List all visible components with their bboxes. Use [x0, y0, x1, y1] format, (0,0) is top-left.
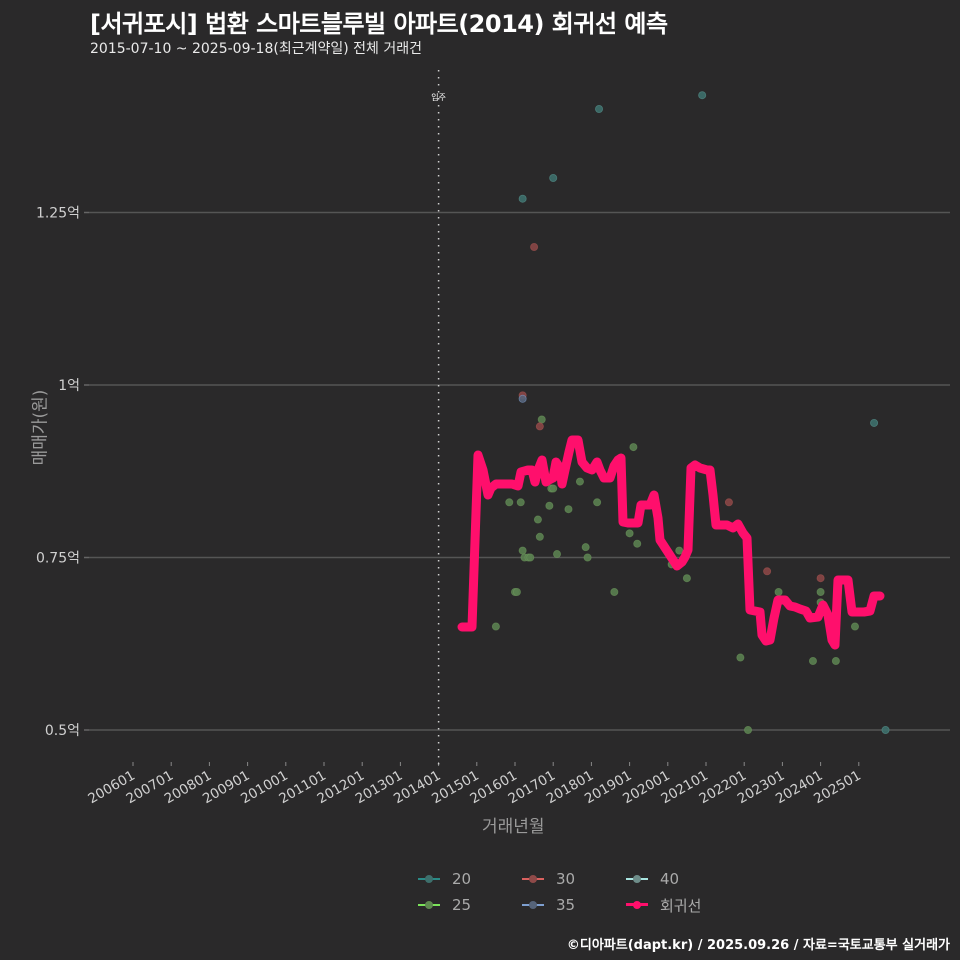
legend-item-40: 40 [626, 870, 679, 888]
data-point [593, 498, 602, 507]
y-tick-label: 0.5억 [45, 723, 80, 739]
data-point [698, 91, 707, 100]
y-tick-label: 1.25억 [36, 206, 80, 222]
data-point [518, 194, 527, 203]
y-tick-label: 0.75억 [36, 551, 80, 567]
data-point [625, 529, 634, 538]
legend-label: 30 [556, 870, 576, 888]
legend-item-30: 30 [522, 870, 618, 888]
legend-label: 40 [660, 870, 680, 888]
data-point [850, 622, 859, 631]
data-point [526, 553, 535, 562]
legend-swatch-icon [418, 899, 440, 911]
data-point [530, 242, 539, 251]
data-point [595, 105, 604, 114]
data-point [808, 657, 817, 666]
legend-label: 35 [556, 896, 576, 914]
data-point [581, 543, 590, 552]
data-point [583, 553, 592, 562]
data-point [545, 501, 554, 510]
data-point [816, 574, 825, 583]
data-point [736, 653, 745, 662]
legend-swatch-icon [522, 899, 544, 911]
data-point [518, 394, 527, 403]
legend-label: 회귀선 [660, 896, 702, 915]
data-point [816, 588, 825, 597]
legend-item-25: 25 [418, 896, 514, 914]
data-point [533, 515, 542, 524]
legend-item-35: 35 [522, 896, 618, 914]
data-point [549, 484, 558, 493]
legend-item-regression: 회귀선 [626, 895, 701, 916]
data-point [537, 415, 546, 424]
legend-swatch-icon [626, 899, 648, 911]
y-axis-label: 매매가(원) [30, 389, 51, 466]
data-point [870, 418, 879, 427]
data-point [763, 567, 772, 576]
legend-label: 20 [452, 870, 472, 888]
data-point [549, 173, 558, 182]
data-point [512, 588, 521, 597]
data-point [564, 505, 573, 514]
legend-swatch-icon [418, 873, 440, 885]
legend-label: 25 [452, 896, 472, 914]
x-axis-label: 거래년월 [482, 817, 545, 837]
source-credit: ©디아파트(dapt.kr) / 2025.09.26 / 자료=국토교통부 실… [566, 938, 950, 953]
data-point [516, 498, 525, 507]
chart-legend: 20 30 40 25 35 회귀선 [418, 866, 709, 918]
data-point [682, 574, 691, 583]
data-point [744, 726, 753, 735]
regression-line [457, 435, 885, 650]
legend-swatch-icon [522, 873, 544, 885]
data-point [629, 443, 638, 452]
move-in-label: 입주 [431, 93, 446, 102]
data-point [505, 498, 514, 507]
data-point [535, 532, 544, 541]
data-point [881, 726, 890, 735]
data-point [774, 588, 783, 597]
y-tick-label: 1억 [58, 378, 80, 394]
data-point [491, 622, 500, 631]
data-point [831, 657, 840, 666]
data-point [535, 422, 544, 431]
data-point [610, 588, 619, 597]
chart-subtitle: 2015-07-10 ~ 2025-09-18(최근계약일) 전체 거래건 [90, 41, 422, 57]
legend-swatch-icon [626, 873, 648, 885]
data-point [633, 539, 642, 548]
chart-title: [서귀포시] 법환 스마트블루빌 아파트(2014) 회귀선 예측 [90, 10, 668, 38]
legend-item-20: 20 [418, 870, 514, 888]
data-point [724, 498, 733, 507]
data-point [518, 546, 527, 555]
data-point [575, 477, 584, 486]
data-point [553, 550, 562, 559]
